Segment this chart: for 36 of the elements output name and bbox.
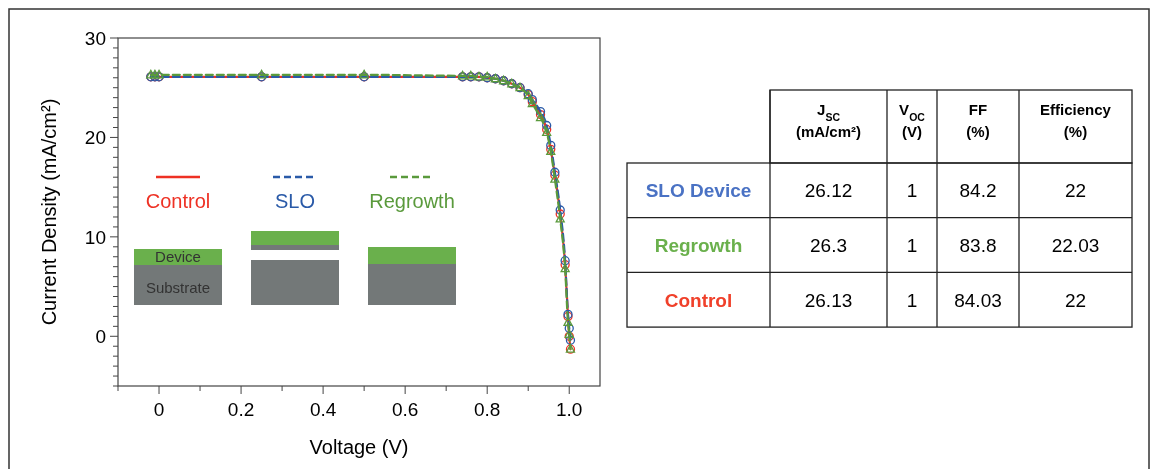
x-tick-label: 0 [153,399,165,420]
y-tick-label: Control [664,289,733,311]
legend-label: Regrowth [369,190,455,212]
y-tick-label: 10 [84,226,106,248]
x-tick-label: V$_{OC}$ (V) [899,101,926,140]
y-tick-label: 30 [84,28,106,49]
x-axis-title: Voltage (V) [309,436,409,458]
y-tick-label: SLO Device [645,180,752,202]
y-tick-label: Regrowth [654,235,743,257]
data-label: 84.2 [959,180,997,202]
data-label: 1 [906,235,918,257]
x-tick-label: 0.6 [391,399,419,420]
data-label: 22.03 [1051,235,1100,257]
data-label: 1 [906,289,918,311]
x-tick-label: J$_{SC}$ (mA/cm²) [795,101,862,140]
x-tick-label: 0.8 [473,399,501,420]
data-label: 83.8 [959,235,997,257]
data-label: 84.03 [954,289,1002,311]
data-label: 26.12 [804,180,853,202]
x-tick-label: 1.0 [556,399,583,420]
y-tick-label: 0 [95,326,106,348]
x-tick-label: Efficiency (%) [1040,101,1112,140]
x-tick-label: 0.4 [309,399,337,420]
x-tick-label: 0.2 [227,399,255,420]
y-tick-label: 20 [84,127,106,149]
data-label: 1 [906,180,918,202]
data-label: 26.13 [804,289,853,311]
legend-label: Control [145,190,211,212]
annotation: Device [155,248,201,265]
x-tick-label: FF (%) [966,101,990,140]
annotation: Substrate [145,279,211,296]
data-label: 22 [1064,289,1087,311]
data-label: 22 [1064,180,1087,202]
data-label: 26.3 [810,235,847,257]
y-axis-title: Current Density (mA/cm²) [38,98,60,326]
legend-label: SLO [274,190,316,212]
